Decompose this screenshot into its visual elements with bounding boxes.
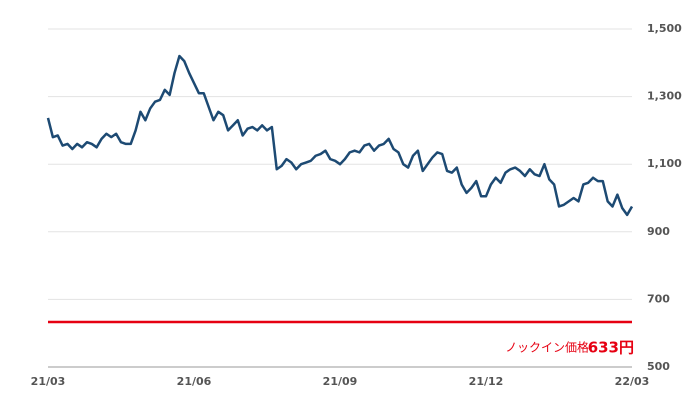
x-tick-label: 21/09 [323,375,358,388]
y-tick-label: 1,500 [647,22,682,35]
x-tick-label: 21/12 [469,375,504,388]
x-tick-label: 21/06 [177,375,212,388]
x-tick-label: 21/03 [31,375,66,388]
y-tick-label: 900 [647,225,670,238]
y-tick-label: 700 [647,292,670,305]
x-tick-label: 22/03 [615,375,650,388]
y-tick-label: 1,300 [647,90,682,103]
y-tick-label: 1,100 [647,157,682,170]
knock-in-value: 633円 [588,339,634,357]
y-tick-label: 500 [647,360,670,373]
knock-in-label: ノックイン価格 [505,340,589,355]
price-line [46,54,634,217]
